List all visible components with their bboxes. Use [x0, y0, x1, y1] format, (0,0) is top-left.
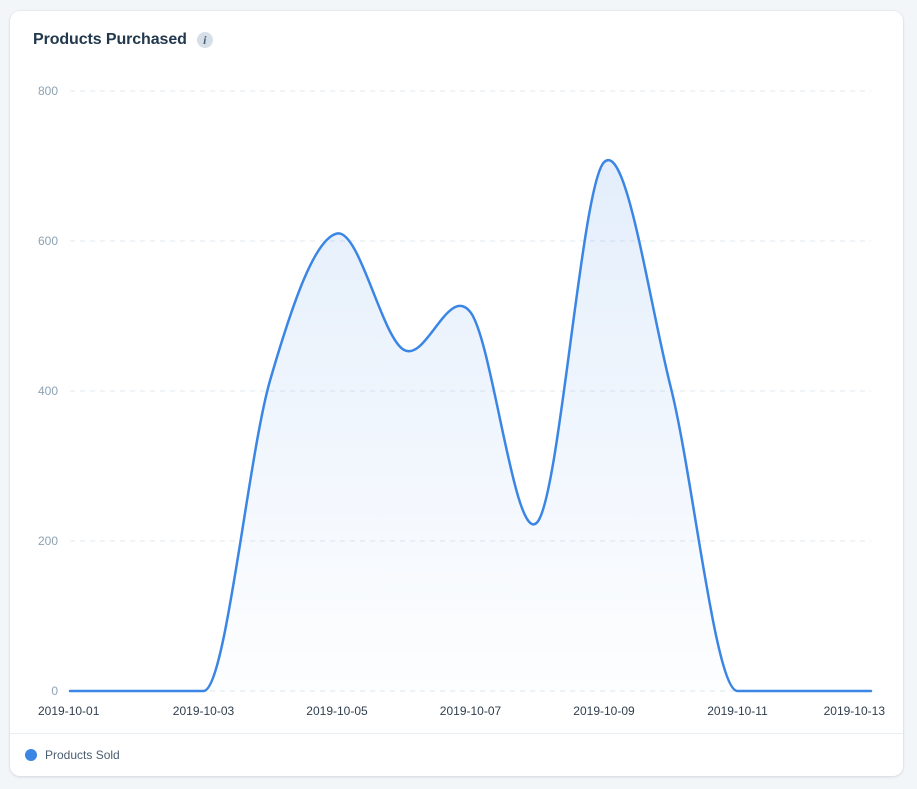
info-icon[interactable]: i	[196, 32, 213, 48]
chart-card: Products Purchased i 0 200 400 600 800 2019-…	[10, 11, 903, 776]
data-point[interactable]	[64, 685, 76, 697]
legend-divider	[10, 733, 903, 734]
data-point[interactable]	[865, 685, 877, 697]
y-tick-label: 200	[38, 534, 58, 548]
data-point[interactable]	[465, 306, 477, 318]
legend-item-products-sold[interactable]: Products Sold	[25, 748, 120, 762]
data-point[interactable]	[398, 344, 410, 356]
card-title: Products Purchased	[33, 31, 187, 48]
data-point[interactable]	[732, 685, 744, 697]
data-point[interactable]	[531, 516, 543, 528]
x-tick-label: 2019-10-13	[824, 704, 886, 718]
y-axis-ticks: 0 200 400 600 800	[38, 84, 58, 698]
data-point[interactable]	[198, 685, 210, 697]
x-tick-label: 2019-10-07	[440, 704, 502, 718]
x-tick-label: 2019-10-03	[173, 704, 235, 718]
data-point[interactable]	[131, 685, 143, 697]
data-point[interactable]	[264, 374, 276, 386]
x-tick-label: 2019-10-01	[38, 704, 100, 718]
card-header: Products Purchased i	[33, 29, 213, 51]
y-tick-label: 400	[38, 384, 58, 398]
y-tick-label: 600	[38, 234, 58, 248]
x-tick-label: 2019-10-11	[707, 704, 768, 718]
data-point[interactable]	[798, 685, 810, 697]
data-point[interactable]	[665, 381, 677, 393]
data-point[interactable]	[598, 156, 610, 168]
data-point[interactable]	[331, 228, 343, 240]
series-area	[70, 160, 871, 692]
x-axis-ticks: 2019-10-01 2019-10-03 2019-10-05 2019-10-07…	[38, 704, 885, 718]
x-tick-label: 2019-10-09	[573, 704, 635, 718]
y-tick-label: 800	[38, 84, 58, 98]
series-line	[68, 158, 873, 693]
legend-label: Products Sold	[45, 748, 120, 762]
series-layer	[68, 158, 873, 693]
x-tick-label: 2019-10-05	[306, 704, 368, 718]
y-tick-label: 0	[51, 684, 58, 698]
legend-swatch	[25, 749, 37, 761]
